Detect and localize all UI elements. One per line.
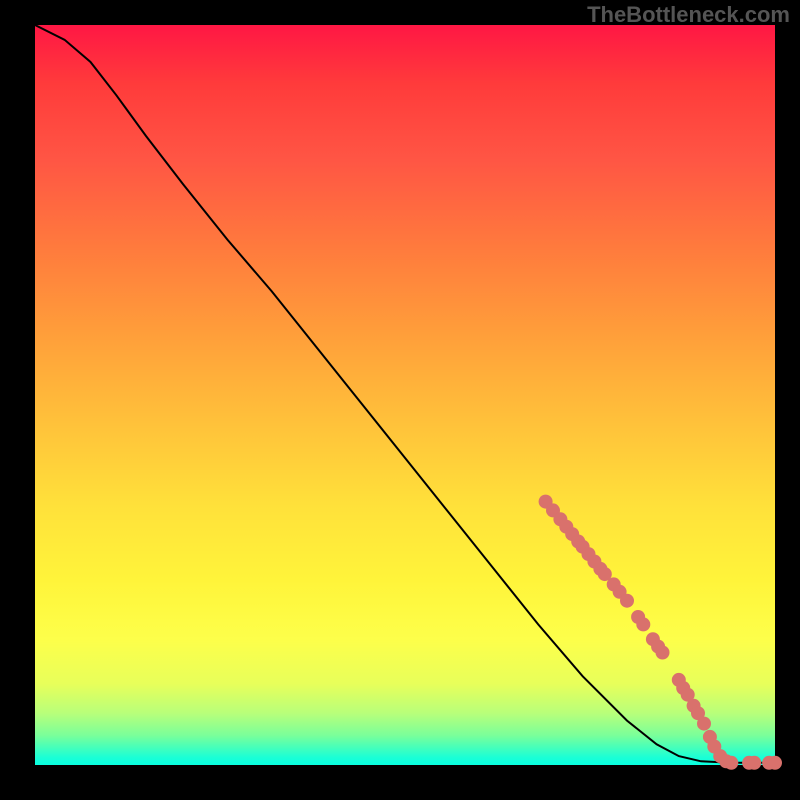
data-marker: [768, 756, 782, 770]
data-marker: [656, 646, 670, 660]
marker-group: [539, 495, 782, 770]
data-marker: [747, 756, 761, 770]
chart-overlay: [35, 25, 775, 765]
data-marker: [697, 717, 711, 731]
data-marker: [636, 617, 650, 631]
chart-background-gradient: [35, 25, 775, 765]
watermark-text: TheBottleneck.com: [587, 2, 790, 28]
data-marker: [724, 756, 738, 770]
data-marker: [620, 594, 634, 608]
